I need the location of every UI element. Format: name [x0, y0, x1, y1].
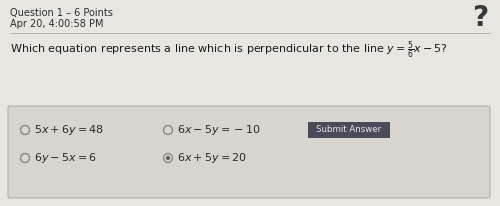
FancyBboxPatch shape	[8, 106, 490, 198]
Circle shape	[166, 156, 170, 160]
Text: Apr 20, 4:00:58 PM: Apr 20, 4:00:58 PM	[10, 19, 104, 29]
Text: $6y - 5x = 6$: $6y - 5x = 6$	[34, 151, 97, 165]
Text: Which equation represents a line which is perpendicular to the line $y = \frac{5: Which equation represents a line which i…	[10, 40, 448, 61]
Text: Submit Answer: Submit Answer	[316, 125, 382, 135]
Text: $6x + 5y = 20$: $6x + 5y = 20$	[177, 151, 247, 165]
Text: $6x - 5y = -10$: $6x - 5y = -10$	[177, 123, 260, 137]
Text: $5x + 6y = 48$: $5x + 6y = 48$	[34, 123, 104, 137]
FancyBboxPatch shape	[308, 122, 390, 138]
Text: ?: ?	[472, 4, 488, 32]
Text: Question 1 – 6 Points: Question 1 – 6 Points	[10, 8, 113, 18]
